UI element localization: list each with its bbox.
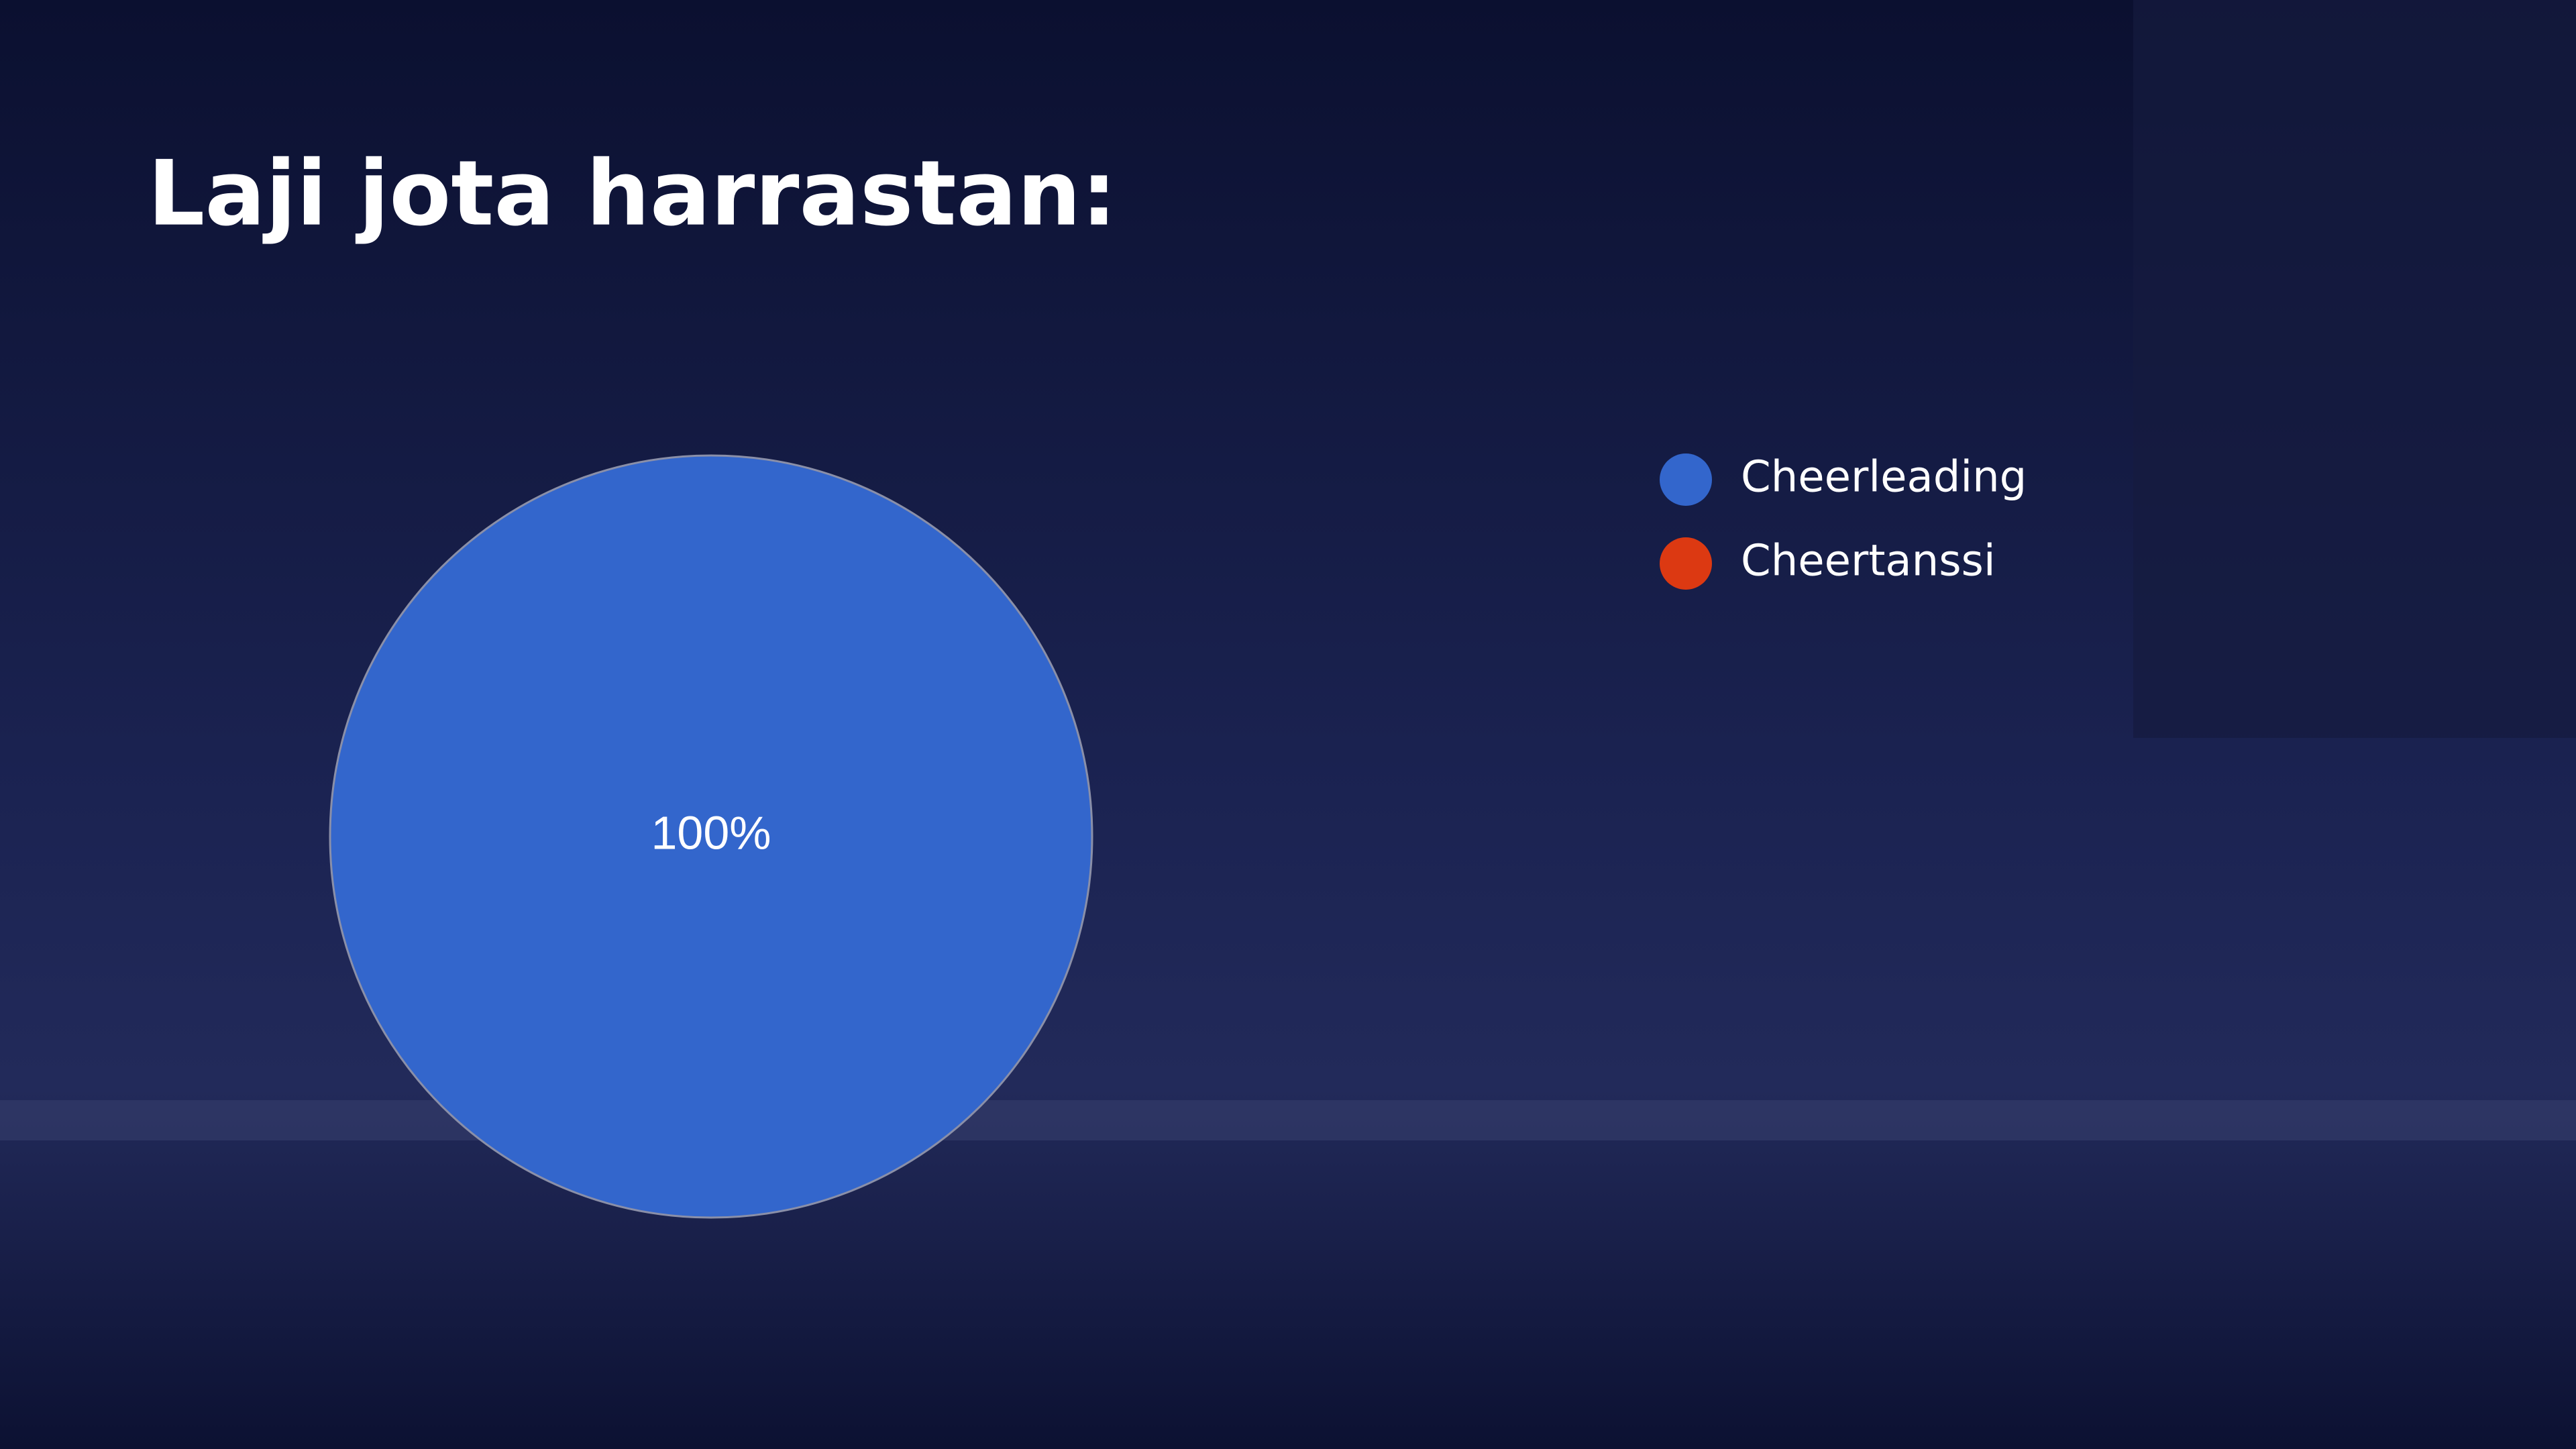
data-label: 100% xyxy=(651,806,771,859)
chart-title: Laji jota harrastan: xyxy=(148,142,1117,246)
legend-swatch xyxy=(1660,537,1712,590)
legend-swatch xyxy=(1660,453,1712,506)
legend-label: Cheerleading xyxy=(1741,453,2027,502)
background-floor-line xyxy=(0,1100,2576,1140)
pie-slice xyxy=(329,454,1093,1219)
legend-label: Cheertanssi xyxy=(1741,537,1996,586)
background-wall xyxy=(2133,0,2576,738)
